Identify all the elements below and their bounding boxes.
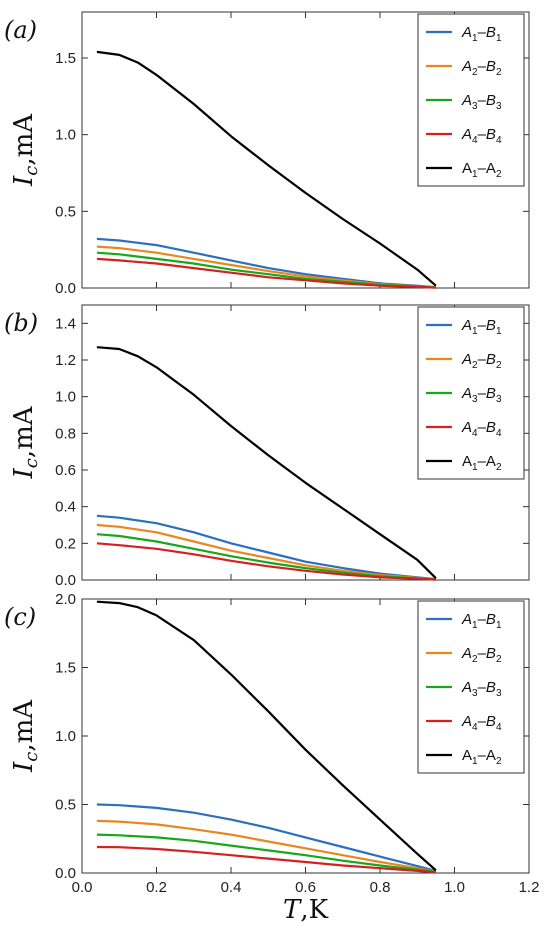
series-line-a4-b4	[96, 257, 436, 289]
legend-entry: A3–B3	[461, 385, 502, 405]
y-tick-label: 1.5	[55, 50, 76, 67]
y-tick-label: 0.5	[55, 797, 76, 814]
legend: A1–B1 A2–B2 A3–B3 A4–B4 A1–A2	[417, 600, 525, 774]
legend-entry: A4–B4	[461, 126, 502, 146]
legend-entry: A1–B1	[461, 317, 502, 337]
legend-entry: A2–B2	[461, 351, 502, 371]
x-tick-label: 0.6	[295, 879, 316, 896]
x-tick-label: 0.0	[72, 879, 93, 896]
series-line-a4-b4	[96, 542, 436, 581]
y-tick-label: 1.0	[55, 127, 76, 144]
chart-panel-c: 0.0 0.5 1.0 1.5 2.0 0.0 0.2 0.4 0.6 0.8 1.0 1.2 A1–B…	[4, 591, 539, 925]
y-tick-label: 1.0	[55, 389, 76, 406]
x-tick-label: 0.4	[221, 879, 242, 896]
chart-panel-b: 0.00.20.40.60.81.01.21.4 A1–B1A2–B2A3–B3A…	[4, 304, 530, 589]
legend-entry: A2–B2	[461, 645, 502, 665]
series-line-a1-a2	[96, 600, 437, 872]
panel-label: (a)	[4, 16, 37, 44]
y-tick-label: 2.0	[55, 591, 76, 608]
panel-label: (b)	[4, 309, 38, 337]
series-line-a2-b2	[96, 819, 437, 873]
x-tick-label: 0.8	[370, 879, 391, 896]
series-line-a1-a2	[96, 50, 437, 287]
y-axis-label: Ic,mA	[9, 699, 42, 773]
legend-entry: A1–B1	[461, 24, 502, 44]
y-tick-label: 0.4	[55, 499, 76, 516]
series-line-a1-a2	[96, 346, 437, 579]
y-tick-label: 1.5	[55, 660, 76, 677]
y-tick-label: 1.0	[55, 728, 76, 745]
y-tick-label: 0.0	[55, 572, 76, 589]
y-axis-label: Ic,mA	[9, 405, 42, 479]
legend-entry: A1–B1	[461, 611, 502, 631]
y-tick-label: 1.2	[55, 352, 76, 369]
legend-entry: A2–B2	[461, 58, 502, 78]
y-tick-label: 1.4	[55, 315, 76, 332]
y-tick-label: 0.8	[55, 425, 76, 442]
legend-entry: A1–A2	[462, 747, 502, 767]
panel-label: (c)	[4, 603, 36, 631]
legend-entry: A1–A2	[462, 160, 502, 180]
series-line-a4-b4	[96, 845, 436, 874]
y-tick-label: 0.5	[55, 203, 76, 220]
legend-entry: A1–A2	[462, 453, 502, 473]
chart-panel-a: 0.0 0.5 1.0 1.5 A1–B1 A2–B2 A3–B3 A4–B4 A1–A2 (a)…	[4, 11, 530, 297]
y-axis-label: Ic,mA	[9, 113, 42, 187]
legend-entry: A3–B3	[461, 92, 502, 112]
x-axis-label: T,K	[283, 895, 329, 925]
series-line-a1-b1	[96, 803, 437, 872]
y-tick-label: 0.2	[55, 535, 76, 552]
y-tick-label: 0.0	[55, 280, 76, 297]
legend: A1–B1 A2–B2 A3–B3 A4–B4 A1–A2	[417, 13, 525, 187]
legend: A1–B1 A2–B2 A3–B3 A4–B4 A1–A2	[417, 306, 525, 480]
x-tick-label: 1.0	[444, 879, 465, 896]
legend-entry: A4–B4	[461, 419, 502, 439]
legend-entry: A3–B3	[461, 679, 502, 699]
legend-entry: A4–B4	[461, 713, 502, 733]
x-tick-label: 1.2	[519, 879, 540, 896]
series-line-a3-b3	[96, 833, 437, 873]
y-tick-label: 0.0	[55, 865, 76, 882]
y-tick-label: 0.6	[55, 462, 76, 479]
x-tick-label: 0.2	[146, 879, 167, 896]
